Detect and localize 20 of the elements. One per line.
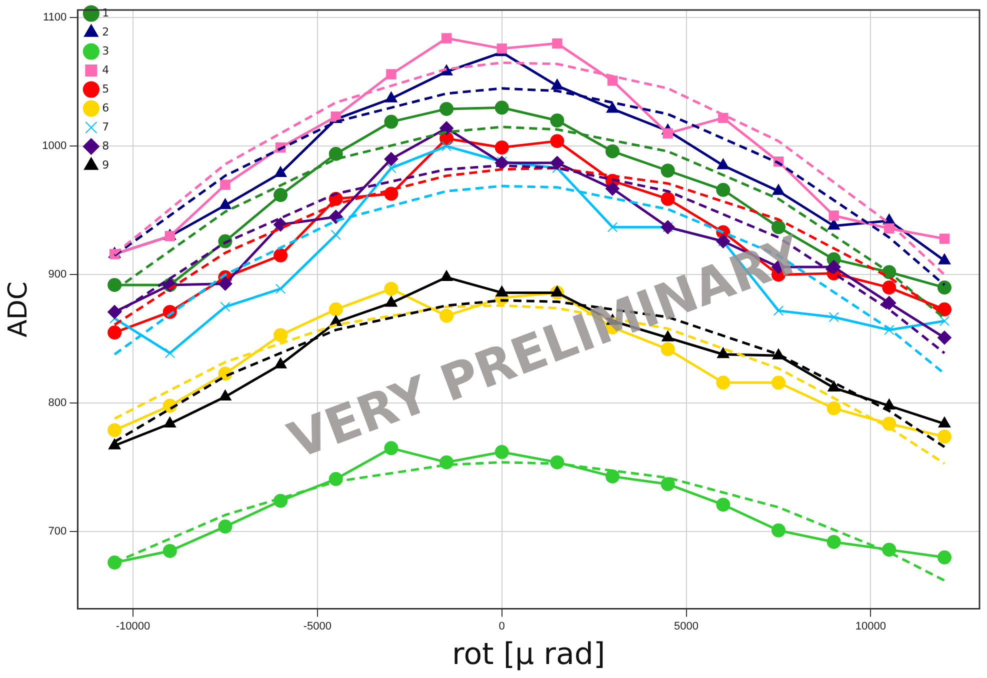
x-tick-label: -10000	[116, 620, 150, 632]
legend-label: 9	[102, 158, 110, 172]
legend-label: 8	[102, 139, 110, 152]
y-axis-title: ADC	[3, 281, 34, 338]
y-tick-label: 1000	[42, 140, 67, 152]
x-tick-label: 5000	[674, 620, 699, 632]
x-tick-label: -5000	[303, 620, 332, 632]
legend-label: 2	[102, 25, 110, 38]
x-tick-label: 0	[498, 620, 505, 632]
y-tick-label: 1100	[43, 12, 67, 24]
y-tick-label: 700	[48, 526, 67, 538]
y-tick-label: 900	[48, 268, 67, 281]
legend-label: 3	[102, 44, 110, 58]
y-tick-label: 800	[48, 397, 67, 410]
legend-label: 6	[102, 101, 110, 114]
x-axis-title: rot [μ rad]	[452, 636, 606, 672]
legend-label: 4	[102, 63, 110, 76]
legend-label: 5	[102, 82, 110, 96]
x-tick-label: 10000	[855, 620, 886, 632]
legend-label: 7	[102, 120, 110, 134]
